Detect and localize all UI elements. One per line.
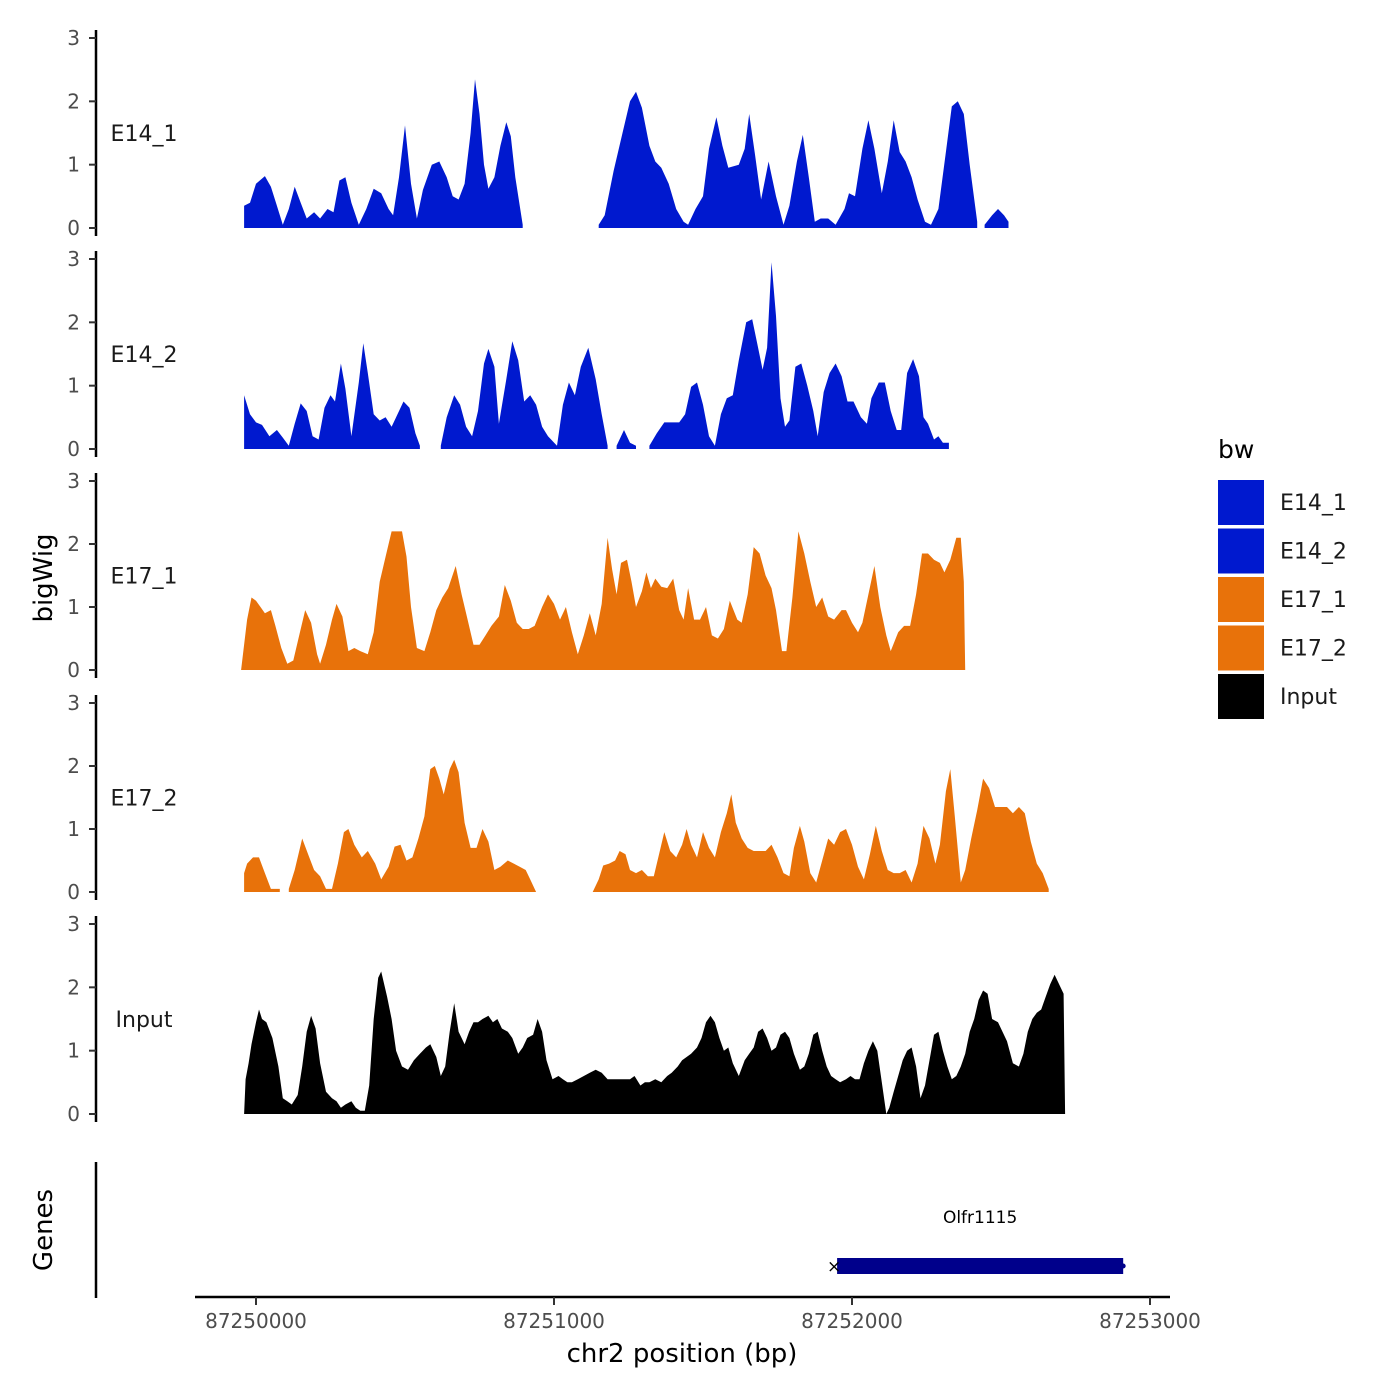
legend-label: E17_1 [1280,588,1347,613]
gene-strand-marker: × [827,1257,841,1277]
legend-item-e17-2: E17_2 [1218,625,1347,671]
y-tick-label: 0 [67,880,80,904]
track-label: E14_1 [111,122,178,147]
genes-panel-title: Genes [29,1189,59,1271]
track-e17-2: 0 1 2 3 E17_2 [67,691,1049,904]
y-tick-label: 2 [67,89,80,113]
coverage-area-e14-2 [616,430,636,449]
y-tick-label: 1 [67,153,80,177]
y-tick-label: 0 [67,437,80,461]
coverage-area-e14-1 [598,91,978,228]
legend-swatch [1218,625,1264,671]
y-tick-label: 0 [67,216,80,240]
legend-items: E14_1 E14_2 E17_1 E17_2 Input [1218,480,1347,719]
coverage-area-e17-2 [288,759,537,892]
tracks-layer: 0 1 2 3 E14_1 0 1 2 3 E14_2 0 1 2 3 E17_1 0 1 2 3 E17_2 0 1 2 3… [67,26,1066,1126]
x-axis: 87250000 87251000 87252000 87253000 chr2 po… [195,1295,1201,1369]
track-e14-2: 0 1 2 3 E14_2 [67,247,949,461]
legend-item-input: Input [1218,674,1337,719]
x-tick-label: 87250000 [205,1309,307,1333]
legend-swatch [1218,528,1264,574]
y-axis-title: bigWig [29,533,59,622]
track-e17-1: 0 1 2 3 E17_1 [67,469,966,682]
x-tick-label: 87252000 [801,1309,903,1333]
coverage-area-e14-2 [440,341,608,449]
y-tick-label: 3 [67,691,80,715]
coverage-area-e17-1 [241,531,966,670]
legend-item-e14-1: E14_1 [1218,480,1347,525]
y-tick-label: 3 [67,26,80,50]
coverage-area-e17-2 [244,857,280,892]
track-label: Input [116,1008,173,1033]
gene-name-label: Olfr1115 [943,1208,1017,1228]
y-tick-label: 2 [67,754,80,778]
genes-panel: Genes × Olfr1115 [29,1162,1126,1298]
coverage-area-e14-1 [984,209,1009,228]
track-label: E17_2 [111,787,178,812]
track-input: 0 1 2 3 Input [67,912,1066,1126]
y-tick-label: 1 [67,374,80,398]
track-label: E14_2 [111,343,178,368]
gene-body [837,1258,1124,1274]
legend-item-e17-1: E17_1 [1218,577,1347,622]
y-tick-label: 1 [67,817,80,841]
coverage-area-e17-2 [592,769,1049,892]
coverage-area-e14-2 [244,343,420,449]
y-tick-label: 0 [67,658,80,682]
legend-title: bw [1218,435,1254,464]
coverage-area-e14-1 [244,79,523,228]
y-tick-label: 2 [67,310,80,334]
x-ticks-layer: 87250000 87251000 87252000 87253000 [205,1297,1201,1333]
x-tick-label: 87253000 [1099,1309,1201,1333]
legend-label: Input [1280,685,1337,710]
legend: bw E14_1 E14_2 E17_1 E17_2 Input [1218,435,1347,719]
y-tick-label: 1 [67,595,80,619]
track-e14-1: 0 1 2 3 E14_1 [67,26,1009,240]
y-tick-label: 2 [67,975,80,999]
legend-item-e14-2: E14_2 [1218,528,1347,574]
coverage-area-e14-2 [649,262,949,449]
legend-label: E14_1 [1280,491,1347,516]
gene-olfr1115: × Olfr1115 [827,1208,1126,1277]
legend-swatch [1218,674,1264,719]
coverage-area-input [244,971,1066,1114]
y-tick-label: 3 [67,469,80,493]
gene-end-marker [1120,1263,1126,1269]
track-label: E17_1 [111,565,178,590]
y-tick-label: 3 [67,247,80,271]
legend-swatch [1218,577,1264,622]
y-tick-label: 1 [67,1039,80,1063]
y-tick-label: 2 [67,532,80,556]
x-axis-title: chr2 position (bp) [567,1339,798,1369]
y-tick-label: 3 [67,912,80,936]
legend-swatch [1218,480,1264,525]
legend-label: E17_2 [1280,637,1347,662]
legend-label: E14_2 [1280,540,1347,565]
y-tick-label: 0 [67,1102,80,1126]
x-tick-label: 87251000 [503,1309,605,1333]
genes-layer: × Olfr1115 [827,1208,1126,1277]
